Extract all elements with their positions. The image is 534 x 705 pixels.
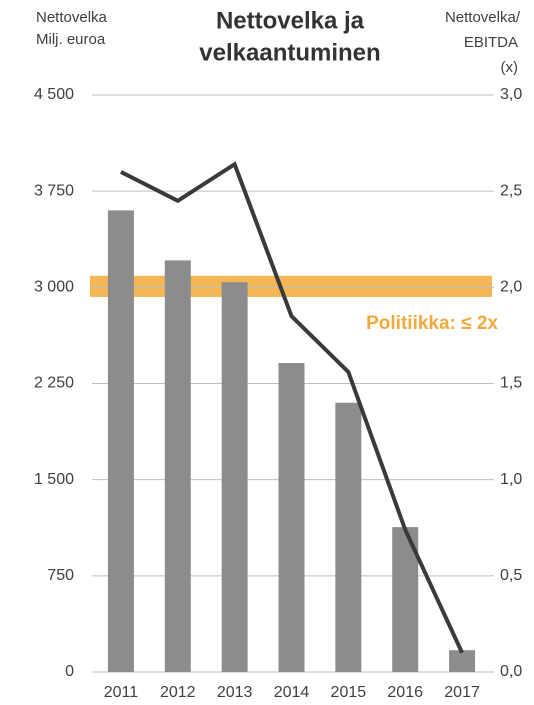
y-tick-label: 0 (65, 663, 74, 680)
y2-axis-label: Nettovelka/ (445, 9, 521, 26)
y2-axis-label: (x) (501, 59, 519, 76)
y2-tick-label: 1,5 (500, 375, 522, 392)
bar (221, 282, 248, 672)
x-tick-label: 2013 (217, 684, 253, 701)
x-tick-label: 2014 (274, 684, 310, 701)
y-axis-label: Nettovelka (36, 9, 108, 26)
bar (107, 210, 134, 672)
y2-axis-label: EBITDA (464, 34, 518, 51)
policy-band (90, 275, 492, 297)
bar (164, 260, 191, 672)
y2-tick-label: 0,5 (500, 567, 522, 584)
bar (449, 650, 476, 672)
y-tick-label: 750 (47, 567, 74, 584)
line (120, 161, 464, 654)
annotation: Politiikka: ≤ 2x (366, 313, 498, 334)
y-tick-label: 2 250 (34, 375, 74, 392)
x-tick-label: 2015 (331, 684, 367, 701)
y2-tick-label: 0,0 (500, 663, 522, 680)
chart-title: velkaantuminen (199, 39, 380, 66)
y2-tick-label: 2,5 (500, 182, 522, 199)
y-axis-label: Milj. euroa (36, 31, 106, 48)
x-tick-label: 2012 (160, 684, 196, 701)
y-tick-label: 3 750 (34, 182, 74, 199)
chart-title: Nettovelka ja (216, 7, 365, 34)
y2-tick-label: 3,0 (500, 86, 522, 103)
y-tick-label: 1 500 (34, 471, 74, 488)
y2-tick-label: 2,0 (500, 279, 522, 296)
bar (335, 402, 362, 672)
x-tick-label: 2017 (444, 684, 480, 701)
y-tick-label: 3 000 (34, 279, 74, 296)
y2-tick-label: 1,0 (500, 471, 522, 488)
x-tick-label: 2016 (387, 684, 423, 701)
x-tick-label: 2011 (104, 684, 139, 701)
bar (278, 362, 305, 672)
y-tick-label: 4 500 (34, 86, 74, 103)
